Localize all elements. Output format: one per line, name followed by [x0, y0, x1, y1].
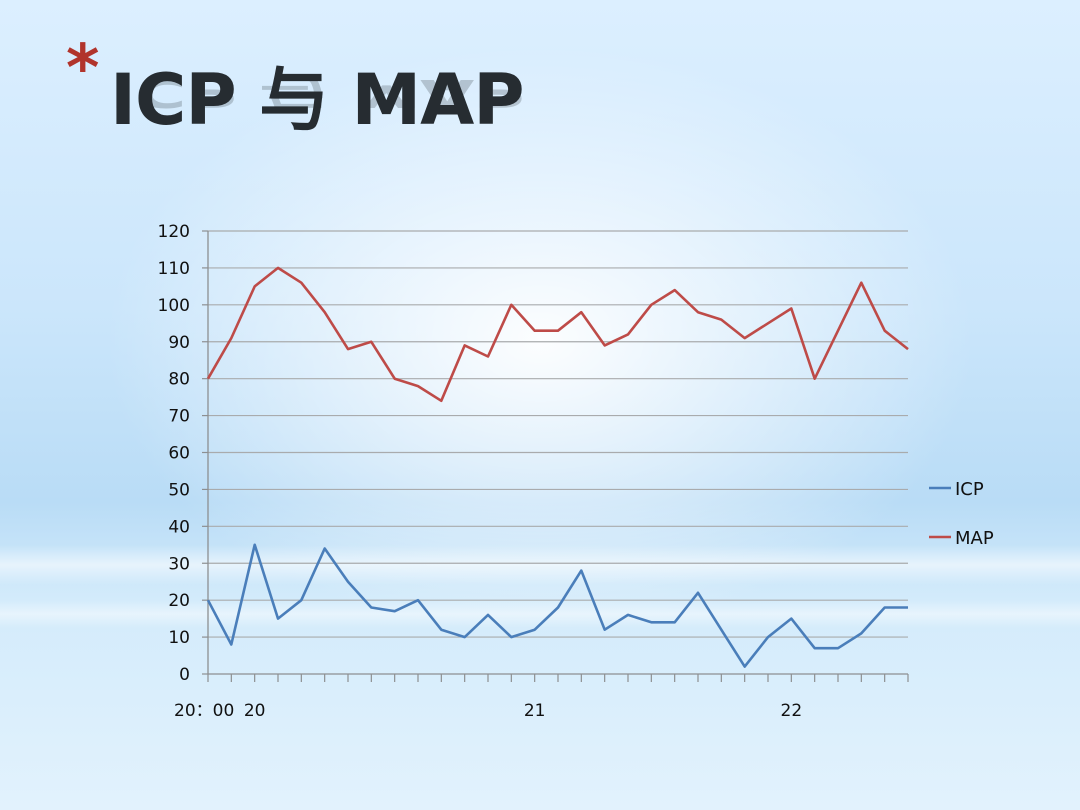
gridlines [208, 230, 908, 638]
x-tick-label: 21 [524, 701, 546, 721]
y-tick-label: 90 [168, 333, 190, 353]
y-tick-label: 40 [168, 517, 190, 537]
x-tick-label: 22 [781, 701, 803, 721]
y-tick-label: 120 [158, 222, 190, 242]
y-tick-label: 110 [158, 259, 190, 279]
y-tick-label: 20 [168, 591, 190, 611]
y-axis-tick-labels: 0 10 20 30 40 50 60 70 80 90 100 110 120 [158, 222, 190, 685]
y-tick-label: 100 [158, 296, 190, 316]
y-tick-label: 0 [179, 665, 190, 685]
x-tick-label: 20 [244, 701, 266, 721]
series-lines [206, 266, 909, 668]
y-tick-label: 30 [168, 554, 190, 574]
slide-title: ICP 与 MAP [110, 59, 525, 141]
y-tick-label: 60 [168, 444, 190, 464]
y-tick-label: 10 [168, 628, 190, 648]
legend-label-icp: ICP [955, 479, 984, 500]
legend-label-map: MAP [955, 528, 994, 549]
x-axis-tick-labels: 20：00 20 21 22 [174, 701, 802, 721]
y-tick-label: 80 [168, 370, 190, 390]
y-tick-label: 50 [168, 480, 190, 500]
title-bullet-star: * [66, 32, 100, 106]
legend: ICP MAP [929, 479, 994, 549]
series-line-map [206, 266, 909, 403]
axes [202, 230, 909, 682]
y-tick-label: 70 [168, 407, 190, 427]
x-tick-label: 20：00 [174, 701, 234, 721]
background-glow-band [0, 545, 1080, 585]
